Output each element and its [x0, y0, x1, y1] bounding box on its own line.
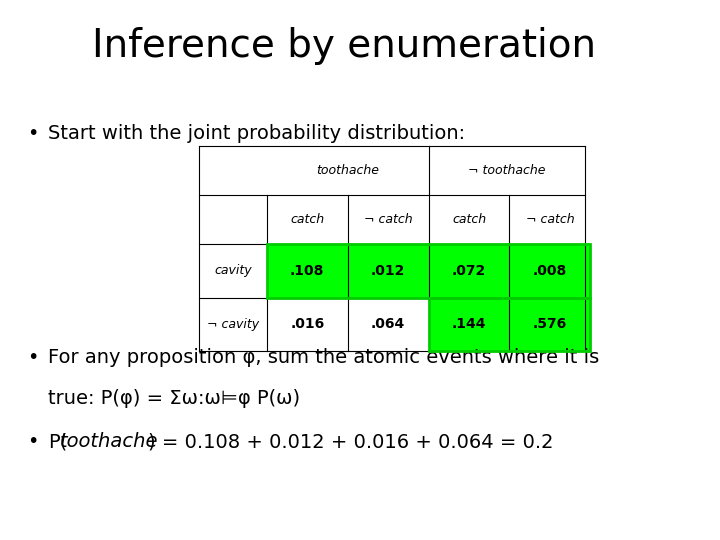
Bar	[428, 298, 510, 351]
Text: toothache: toothache	[316, 164, 379, 177]
Text: .072: .072	[452, 264, 486, 278]
Text: P(: P(	[48, 432, 67, 451]
Bar	[428, 298, 590, 351]
Text: catch: catch	[290, 213, 324, 226]
Text: ¬ cavity: ¬ cavity	[207, 318, 259, 331]
Text: •: •	[27, 124, 39, 143]
Bar	[348, 244, 428, 298]
Text: •: •	[27, 432, 39, 451]
Text: .012: .012	[371, 264, 405, 278]
Text: For any proposition φ, sum the atomic events where it is: For any proposition φ, sum the atomic ev…	[48, 348, 599, 367]
Text: .576: .576	[533, 318, 567, 332]
Bar	[267, 244, 348, 298]
Text: Start with the joint probability distribution:: Start with the joint probability distrib…	[48, 124, 465, 143]
Text: ) = 0.108 + 0.012 + 0.016 + 0.064 = 0.2: ) = 0.108 + 0.012 + 0.016 + 0.064 = 0.2	[148, 432, 554, 451]
Text: .144: .144	[451, 318, 486, 332]
Bar	[510, 244, 590, 298]
Bar	[510, 298, 590, 351]
Text: toothache: toothache	[60, 432, 158, 451]
Text: .108: .108	[290, 264, 325, 278]
Text: ¬ catch: ¬ catch	[364, 213, 413, 226]
Text: cavity: cavity	[215, 265, 252, 278]
Text: ¬ toothache: ¬ toothache	[468, 164, 545, 177]
Text: •: •	[27, 348, 39, 367]
Text: .008: .008	[533, 264, 567, 278]
Bar	[428, 244, 510, 298]
Text: catch: catch	[452, 213, 486, 226]
Text: ¬ catch: ¬ catch	[526, 213, 574, 226]
Text: .064: .064	[371, 318, 405, 332]
Bar	[267, 244, 590, 298]
Text: Inference by enumeration: Inference by enumeration	[92, 27, 596, 65]
Text: true: P(φ) = Σω:ω⊨φ P(ω): true: P(φ) = Σω:ω⊨φ P(ω)	[48, 389, 300, 408]
Text: .016: .016	[290, 318, 325, 332]
